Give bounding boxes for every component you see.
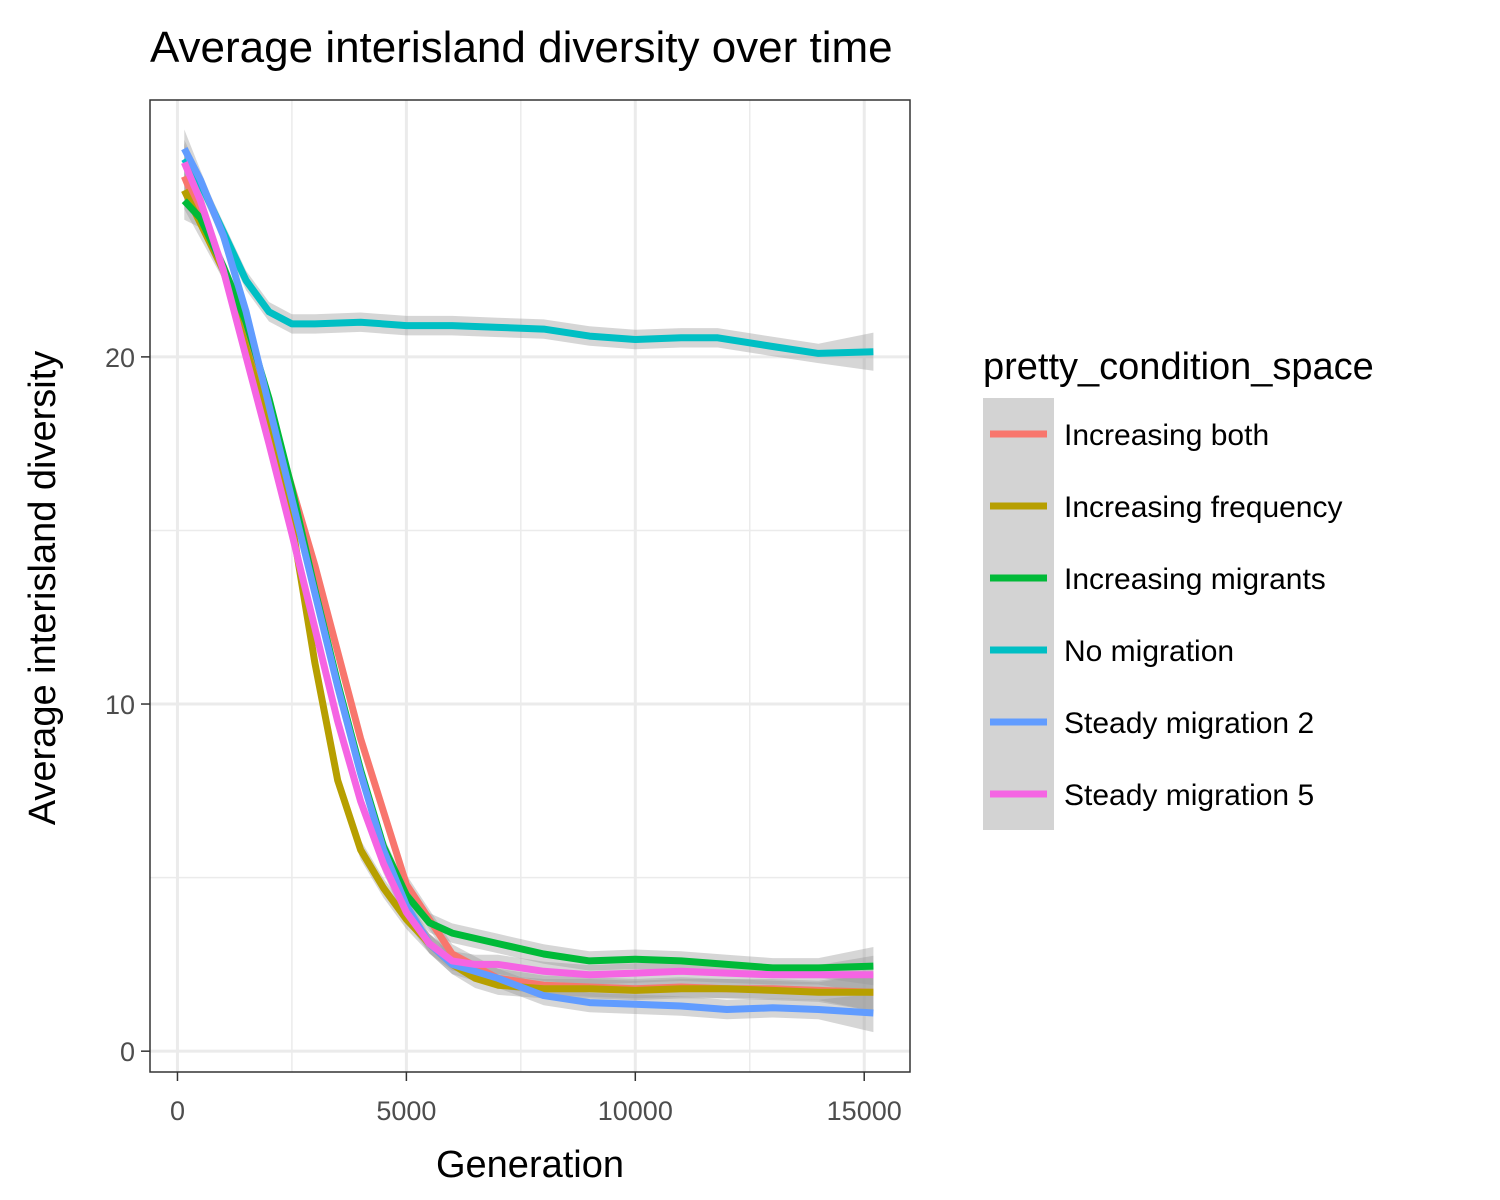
legend-label: Steady migration 5 (1064, 779, 1314, 812)
x-tick-label: 0 (170, 1096, 185, 1126)
x-tick-label: 10000 (598, 1096, 673, 1126)
plot-panel (150, 100, 910, 1072)
chart-title: Average interisland diversity over time (150, 23, 893, 72)
y-axis-title: Average interisland diversity (22, 351, 64, 826)
series-line-steady-migration-5 (181, 161, 874, 979)
y-axis: 0 10 20 (105, 343, 150, 1067)
y-tick-label: 0 (120, 1037, 135, 1067)
legend-label: Increasing both (1064, 419, 1269, 452)
legend-key-background (983, 398, 1054, 830)
y-tick-label: 20 (105, 343, 135, 373)
y-tick-label: 10 (105, 690, 135, 720)
confidence-band-3 (184, 139, 874, 371)
legend-label: Increasing migrants (1064, 563, 1326, 596)
minor-gridlines (150, 100, 910, 1072)
legend: Increasing both Increasing frequency Incre… (990, 419, 1343, 812)
x-axis-title: Generation (436, 1144, 624, 1186)
legend-label: Steady migration 2 (1064, 707, 1314, 740)
x-axis: 0 5000 10000 15000 (170, 1072, 902, 1126)
legend-label: No migration (1064, 635, 1234, 668)
x-tick-label: 5000 (376, 1096, 436, 1126)
series-line-no-migration (181, 157, 874, 357)
series-lines (181, 146, 874, 1017)
plot-panel-border (149, 99, 911, 1073)
legend-label: Increasing frequency (1064, 491, 1343, 524)
x-tick-label: 15000 (827, 1096, 902, 1126)
legend-title: pretty_condition_space (983, 346, 1374, 388)
